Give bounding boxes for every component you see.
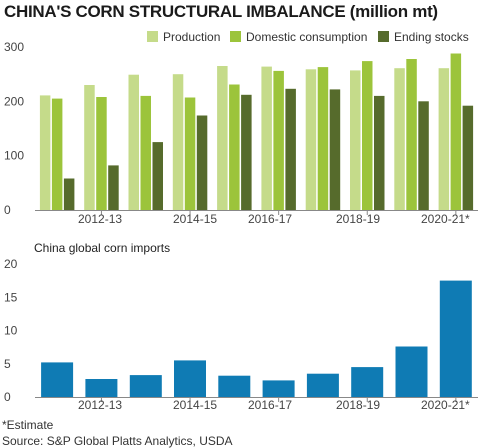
bar-consumption xyxy=(273,70,284,211)
bar-production xyxy=(350,70,361,211)
bar-stocks xyxy=(108,165,119,210)
bar-stocks xyxy=(329,89,341,210)
bar-production xyxy=(84,85,95,210)
x-tick-label-bottom: 2014-15 xyxy=(173,398,217,412)
bar-stocks xyxy=(374,95,385,210)
bar-imports xyxy=(218,375,251,397)
bar-production xyxy=(261,66,272,210)
y-tick-label-bottom: 20 xyxy=(4,257,18,271)
legend-item-production: Production xyxy=(147,30,220,44)
bar-production xyxy=(128,74,139,210)
x-tick-label-top: 2016-17 xyxy=(248,212,292,226)
legend-item-stocks: Ending stocks xyxy=(378,30,469,44)
bar-consumption xyxy=(317,67,329,210)
y-tick-label-top: 200 xyxy=(4,94,24,108)
legend-label-stocks: Ending stocks xyxy=(394,30,469,44)
bar-stocks xyxy=(152,142,163,210)
x-tick-label-bottom: 2012-13 xyxy=(78,398,122,412)
bar-production xyxy=(305,69,317,210)
y-tick-label-bottom: 10 xyxy=(4,324,18,338)
bar-imports xyxy=(41,362,74,397)
x-tick-label-bottom: 2018-19 xyxy=(336,398,380,412)
imports-chart-title: China global corn imports xyxy=(34,241,171,255)
bar-imports xyxy=(262,380,295,397)
bar-consumption xyxy=(184,97,196,210)
x-tick-label-top: 2020-21* xyxy=(421,212,470,226)
source-note: Source: S&P Global Platts Analytics, USD… xyxy=(2,434,233,448)
bar-consumption xyxy=(140,95,151,210)
y-tick-label-bottom: 0 xyxy=(4,390,11,404)
bar-imports xyxy=(129,375,162,397)
bar-production xyxy=(438,68,450,210)
chart-title: CHINA'S CORN STRUCTURAL IMBALANCE (milli… xyxy=(4,2,438,21)
bar-consumption xyxy=(362,61,373,210)
bar-production xyxy=(39,95,51,210)
bar-stocks xyxy=(418,101,429,210)
legend-swatch-production xyxy=(147,31,158,42)
y-tick-label-top: 100 xyxy=(4,149,24,163)
bar-imports xyxy=(174,360,206,397)
legend-label-production: Production xyxy=(163,30,221,44)
y-tick-label-top: 0 xyxy=(4,203,11,217)
bar-production xyxy=(217,66,228,210)
bar-production xyxy=(394,68,405,210)
x-tick-label-bottom: 2020-21* xyxy=(421,398,470,412)
bar-imports xyxy=(85,379,118,397)
bar-stocks xyxy=(63,178,75,210)
bar-stocks xyxy=(196,115,208,210)
bar-imports xyxy=(395,346,428,397)
legend-item-consumption: Domestic consumption xyxy=(230,30,367,44)
bar-consumption xyxy=(229,84,240,210)
bar-imports xyxy=(439,280,472,397)
legend: Production Domestic consumption Ending s… xyxy=(0,30,484,46)
y-tick-label-top: 300 xyxy=(4,40,24,54)
bar-stocks xyxy=(462,105,474,210)
x-tick-label-top: 2012-13 xyxy=(78,212,122,226)
bar-consumption xyxy=(96,97,107,210)
bar-imports xyxy=(306,373,339,397)
bar-stocks xyxy=(241,94,252,210)
bar-stocks xyxy=(285,88,296,210)
legend-swatch-stocks xyxy=(378,31,389,42)
x-tick-label-top: 2014-15 xyxy=(173,212,217,226)
x-tick-label-bottom: 2016-17 xyxy=(248,398,292,412)
bar-imports xyxy=(351,367,384,397)
bar-consumption xyxy=(406,59,417,210)
estimate-note: *Estimate xyxy=(2,418,54,432)
bar-production xyxy=(172,74,184,210)
legend-swatch-consumption xyxy=(230,31,241,42)
x-tick-label-top: 2018-19 xyxy=(336,212,380,226)
legend-label-consumption: Domestic consumption xyxy=(246,30,368,44)
bar-consumption xyxy=(51,98,63,210)
y-tick-label-bottom: 15 xyxy=(4,290,18,304)
y-tick-label-bottom: 5 xyxy=(4,357,11,371)
bar-consumption xyxy=(450,53,462,210)
